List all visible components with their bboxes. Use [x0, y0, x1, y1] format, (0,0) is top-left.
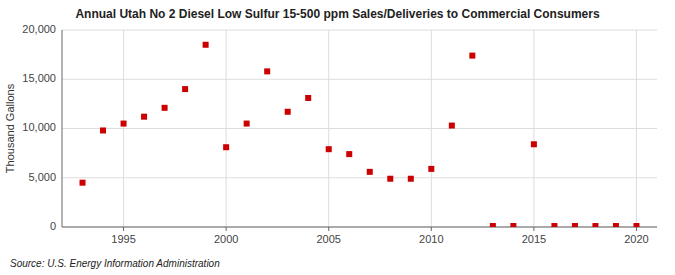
- point: [121, 121, 127, 127]
- x-tick: [533, 227, 534, 231]
- grid-line-y: [62, 177, 657, 178]
- point: [264, 68, 270, 74]
- grid-line-y: [62, 128, 657, 129]
- y-tick-label: 0: [50, 220, 56, 232]
- point: [490, 223, 496, 227]
- point: [633, 223, 639, 227]
- x-tick-label: 2005: [316, 233, 340, 245]
- point: [182, 86, 188, 92]
- grid-line-x: [636, 30, 637, 227]
- y-axis-label: Thousand Gallons: [4, 83, 16, 173]
- grid-line-y: [62, 79, 657, 80]
- point: [100, 127, 106, 133]
- grid: [62, 30, 657, 227]
- point: [141, 114, 147, 120]
- point: [551, 223, 557, 227]
- point: [531, 141, 537, 147]
- point: [203, 42, 209, 48]
- point: [162, 105, 168, 111]
- grid-line-x: [123, 30, 124, 227]
- point: [80, 180, 86, 186]
- point: [408, 176, 414, 182]
- point: [326, 146, 332, 152]
- point: [346, 151, 352, 157]
- grid-line-y: [62, 227, 657, 228]
- y-axis-line: [62, 30, 63, 227]
- grid-line-x: [328, 30, 329, 227]
- title: Annual Utah No 2 Diesel Low Sulfur 15-50…: [75, 7, 599, 21]
- point: [428, 166, 434, 172]
- x-tick: [431, 227, 432, 231]
- point: [592, 223, 598, 227]
- x-tick-label: 2010: [419, 233, 443, 245]
- y-tick-label: 10,000: [22, 121, 56, 133]
- y-tick-label: 20,000: [22, 23, 56, 35]
- x-tick-label: 2020: [624, 233, 648, 245]
- grid-line-x: [431, 30, 432, 227]
- axes: 0 5,000 10,000 15,000 20,000 1995 2000 2005 2010…: [22, 23, 657, 245]
- x-tick: [328, 227, 329, 231]
- point: [367, 169, 373, 175]
- point: [305, 95, 311, 101]
- point: [449, 123, 455, 129]
- point: [285, 109, 291, 115]
- x-tick: [123, 227, 124, 231]
- points: [80, 42, 640, 227]
- point: [572, 223, 578, 227]
- x-tick: [636, 227, 637, 231]
- point: [469, 53, 475, 59]
- point: [387, 176, 393, 182]
- point: [223, 144, 229, 150]
- x-tick: [226, 227, 227, 231]
- x-axis-line: [62, 227, 657, 228]
- x-tick-label: 2015: [522, 233, 546, 245]
- grid-line-x: [533, 30, 534, 227]
- point: [613, 223, 619, 227]
- point: [510, 223, 516, 227]
- x-tick-label: 1995: [111, 233, 135, 245]
- point: [244, 121, 250, 127]
- chart: 0 5,000 10,000 15,000 20,000 1995 2000 2005 2010…: [0, 0, 675, 275]
- grid-line-y: [62, 30, 657, 31]
- x-tick-label: 2000: [214, 233, 238, 245]
- y-tick-label: 5,000: [28, 171, 56, 183]
- grid-line-x: [226, 30, 227, 227]
- y-tick-label: 15,000: [22, 72, 56, 84]
- source-note: Source: U.S. Energy Information Administ…: [10, 258, 220, 269]
